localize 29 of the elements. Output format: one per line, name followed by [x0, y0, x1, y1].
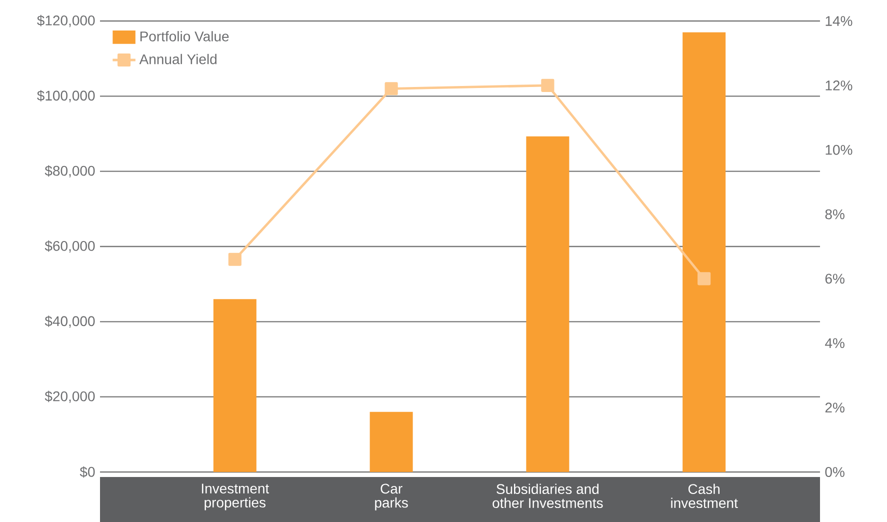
y-tick-label: $40,000 — [44, 316, 95, 328]
y2-tick-label: 10% — [826, 144, 852, 155]
y2-tick-label: 6% — [825, 274, 844, 284]
legend-label: Annual Yield — [139, 54, 216, 64]
y-tick-label: $80,000 — [44, 165, 95, 178]
point — [228, 252, 242, 266]
x-tick-label: Investment properties — [202, 484, 270, 510]
x-tick-label: Cash investment — [671, 484, 738, 508]
bar — [370, 412, 413, 472]
y2-tick-label: 14% — [826, 16, 852, 26]
y-tick-label: $100,000 — [37, 90, 95, 102]
bar — [526, 136, 570, 472]
y-tick-label: $0 — [80, 466, 95, 478]
y2-tick-label: 4% — [825, 338, 844, 348]
x-tick-label: Subsidiaries and other Investments — [492, 484, 603, 508]
x-tick-label: Car parks — [375, 484, 408, 510]
y2-tick-label: 0% — [825, 467, 844, 477]
point — [541, 78, 554, 92]
y2-tick-label: 12% — [826, 80, 852, 90]
y2-tick-label: 8% — [825, 209, 844, 220]
y-tick-label: $60,000 — [44, 240, 95, 253]
y-tick-label: $120,000 — [37, 14, 95, 28]
point — [384, 82, 398, 96]
y2-tick-label: 2% — [825, 402, 844, 412]
bar — [682, 32, 726, 472]
point — [698, 272, 711, 286]
y-tick-label: $20,000 — [44, 390, 95, 403]
bar — [213, 299, 256, 472]
legend-label: Portfolio Value — [140, 31, 229, 42]
